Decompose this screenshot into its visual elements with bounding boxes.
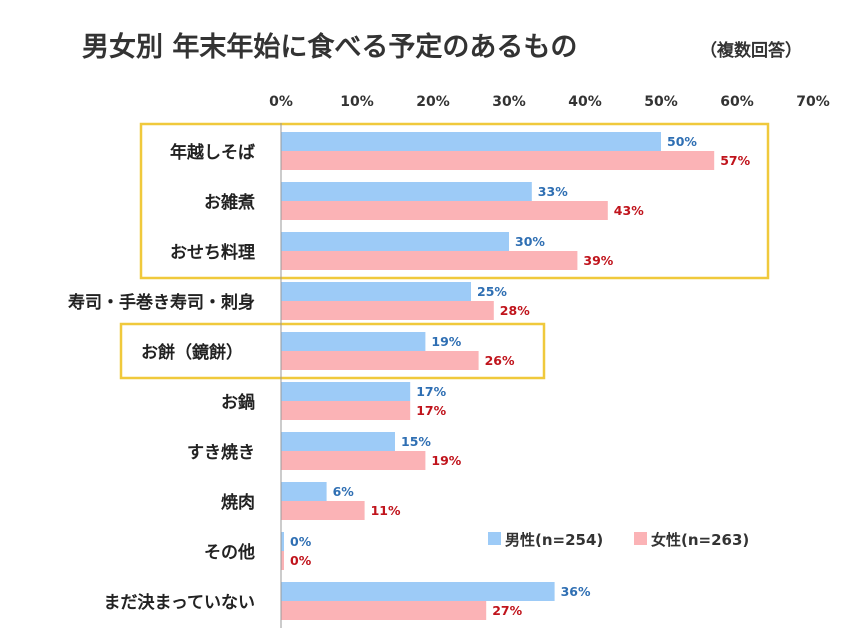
female-bar xyxy=(281,301,494,320)
x-tick-label: 50% xyxy=(644,94,678,110)
category-label: すき焼き xyxy=(187,442,255,463)
x-tick-label: 60% xyxy=(720,94,754,110)
male-bar xyxy=(281,332,426,351)
chart-subtitle: （複数回答） xyxy=(700,40,802,61)
bars: 50%57%33%43%30%39%25%28%19%26%17%17%15%1… xyxy=(281,132,751,620)
male-value-label: 6% xyxy=(333,484,355,499)
male-bar xyxy=(281,132,661,151)
male-bar xyxy=(281,582,555,601)
category-label: 寿司・手巻き寿司・刺身 xyxy=(68,292,255,313)
male-value-label: 36% xyxy=(561,584,591,599)
male-bar xyxy=(281,432,395,451)
female-value-label: 19% xyxy=(431,453,461,468)
category-label: 年越しそば xyxy=(170,142,255,163)
female-bar xyxy=(281,151,715,170)
male-value-label: 15% xyxy=(401,434,431,449)
female-value-label: 17% xyxy=(416,403,446,418)
male-value-label: 0% xyxy=(290,534,312,549)
male-value-label: 33% xyxy=(538,184,568,199)
female-value-label: 27% xyxy=(492,603,522,618)
highlight-box xyxy=(119,322,546,380)
male-value-label: 25% xyxy=(477,284,507,299)
highlight-boxes xyxy=(119,122,770,380)
x-tick-label: 0% xyxy=(269,94,293,110)
female-value-label: 39% xyxy=(583,253,613,268)
highlight-box xyxy=(139,122,770,280)
female-bar xyxy=(281,551,284,570)
female-bar xyxy=(281,501,365,520)
female-value-label: 43% xyxy=(614,203,644,218)
male-bar xyxy=(281,482,327,501)
female-value-label: 0% xyxy=(290,553,312,568)
female-value-label: 11% xyxy=(371,503,401,518)
legend-swatch-female xyxy=(634,532,647,545)
male-bar xyxy=(281,282,471,301)
male-value-label: 30% xyxy=(515,234,545,249)
x-tick-label: 40% xyxy=(568,94,602,110)
male-bar xyxy=(281,232,509,251)
category-label: お餅（鏡餅） xyxy=(141,342,243,363)
female-bar xyxy=(281,201,608,220)
female-bar xyxy=(281,401,411,420)
male-value-label: 17% xyxy=(416,384,446,399)
category-label: まだ決まっていない xyxy=(104,592,255,613)
female-bar xyxy=(281,351,479,370)
male-value-label: 19% xyxy=(431,334,461,349)
x-tick-label: 70% xyxy=(796,94,830,110)
legend-label-female: 女性(n=263) xyxy=(651,531,749,549)
legend-swatch-male xyxy=(488,532,501,545)
legend: 男性(n=254) 女性(n=263) xyxy=(488,531,749,549)
x-tick-label: 10% xyxy=(340,94,374,110)
female-bar xyxy=(281,601,487,620)
female-bar xyxy=(281,251,578,270)
category-label: お鍋 xyxy=(221,392,255,413)
male-bar xyxy=(281,382,411,401)
category-label: 焼肉 xyxy=(221,492,255,513)
male-bar xyxy=(281,532,284,551)
chart-title: 男女別 年末年始に食べる予定のあるもの xyxy=(82,31,577,63)
x-tick-label: 30% xyxy=(492,94,526,110)
category-label: その他 xyxy=(204,542,255,563)
female-value-label: 57% xyxy=(720,153,750,168)
female-value-label: 26% xyxy=(485,353,515,368)
legend-label-male: 男性(n=254) xyxy=(505,531,603,549)
category-label: お雑煮 xyxy=(204,192,255,213)
male-bar xyxy=(281,182,532,201)
x-axis-ticks: 0% 10% 20% 30% 40% 50% 60% 70% xyxy=(269,94,830,110)
x-tick-label: 20% xyxy=(416,94,450,110)
female-bar xyxy=(281,451,426,470)
female-value-label: 28% xyxy=(500,303,530,318)
category-label: おせち料理 xyxy=(170,242,255,263)
male-value-label: 50% xyxy=(667,134,697,149)
